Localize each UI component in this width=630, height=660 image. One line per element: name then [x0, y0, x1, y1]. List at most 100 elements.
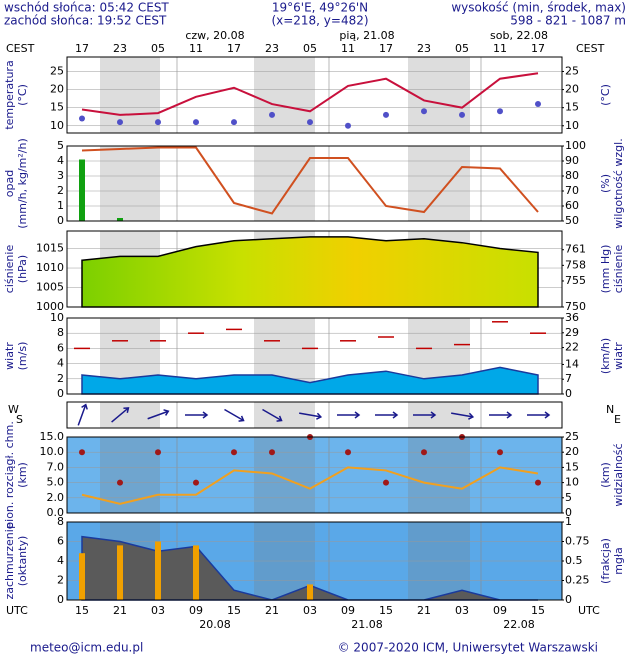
- utc-date: 21.08: [351, 618, 383, 631]
- y2-tick-label: 100: [565, 139, 586, 152]
- compass-label: E: [614, 413, 621, 426]
- y2-axis-label: (km/h): [599, 338, 612, 374]
- y2-tick-label: 0.5: [565, 554, 583, 567]
- bar: [79, 159, 85, 221]
- y2-tick-label: 10: [565, 476, 579, 489]
- cest-label: CEST: [576, 42, 605, 55]
- wind-arrow: [337, 411, 361, 419]
- y-axis-label: (hPa): [16, 255, 29, 283]
- y2-axis-label: (frakcja): [599, 538, 612, 584]
- dot: [345, 122, 351, 129]
- dot: [269, 111, 275, 118]
- y2-tick-label: 90: [565, 154, 579, 167]
- dot: [345, 449, 351, 456]
- y2-tick-label: 25: [565, 64, 579, 77]
- wind-arrow: [224, 408, 245, 422]
- y2-axis-label: (mm Hg): [599, 245, 612, 294]
- cest-label: CEST: [6, 42, 35, 55]
- y2-tick-label: 20: [565, 445, 579, 458]
- cest-tick-label: 11: [493, 42, 507, 55]
- night-band: [254, 402, 315, 428]
- y2-axis-label: mgła: [612, 547, 625, 575]
- night-band: [254, 437, 315, 513]
- y2-tick-label: 70: [565, 184, 579, 197]
- dot: [155, 449, 161, 456]
- cest-tick-label: 17: [75, 42, 89, 55]
- utc-tick-label: 03: [455, 604, 469, 617]
- cest-tick-label: 11: [189, 42, 203, 55]
- y-tick-label: 10: [50, 119, 64, 132]
- series-area: [81, 236, 539, 308]
- cest-date: sob, 22.08: [490, 29, 548, 42]
- y-tick-label: 5: [57, 139, 64, 152]
- arrow-shaft: [299, 412, 321, 418]
- wind-arrow: [111, 407, 130, 423]
- y-tick-label: 2: [57, 372, 64, 385]
- y-tick-label: 4: [57, 554, 64, 567]
- utc-date: 20.08: [199, 618, 231, 631]
- night-band: [100, 402, 160, 428]
- grid-point: (x=218, y=482): [271, 14, 368, 28]
- dot: [231, 119, 237, 126]
- utc-tick-label: 21: [265, 604, 279, 617]
- y-tick-label: 10.0: [40, 445, 65, 458]
- arrow-head: [506, 411, 513, 419]
- series-line: [81, 466, 539, 505]
- y2-tick-label: 10: [565, 119, 579, 132]
- y2-tick-label: 5: [565, 491, 572, 504]
- bar: [79, 553, 85, 600]
- utc-date: 22.08: [503, 618, 535, 631]
- panel-bg: [67, 402, 562, 428]
- sunset: zachód słońca: 19:52 CEST: [4, 14, 167, 28]
- y-axis-label: wiatr: [3, 342, 16, 370]
- y-tick-label: 8: [57, 326, 64, 339]
- y2-tick-label: 750: [565, 300, 586, 313]
- dot: [383, 479, 389, 486]
- bar: [155, 541, 161, 600]
- cest-tick-label: 17: [531, 42, 545, 55]
- y2-tick-label: 36: [565, 311, 579, 324]
- night-band: [254, 146, 315, 221]
- y-tick-label: 0: [57, 214, 64, 227]
- arrow-head: [316, 412, 323, 420]
- panel-frame: [66, 145, 563, 222]
- arrow-head: [238, 415, 245, 422]
- y-axis-label: zachmurzenie: [3, 522, 16, 599]
- arrow-shaft: [262, 408, 282, 422]
- y-tick-label: 0: [57, 387, 64, 400]
- y2-tick-label: 0.75: [565, 535, 590, 548]
- coordinates: 19°6'E, 49°26'N: [272, 1, 368, 15]
- y-tick-label: 2: [57, 574, 64, 587]
- y2-tick-label: 25: [565, 430, 579, 443]
- y2-tick-label: 15: [565, 460, 579, 473]
- y-tick-label: 4: [57, 154, 64, 167]
- wind-arrow: [299, 412, 323, 420]
- y2-axis-label: (°C): [599, 84, 612, 106]
- dot: [497, 449, 503, 456]
- arrow-head: [468, 412, 475, 420]
- utc-tick-label: 15: [379, 604, 393, 617]
- dot: [193, 119, 199, 126]
- wind-arrow: [77, 403, 88, 426]
- utc-label: UTC: [578, 604, 600, 617]
- y2-tick-label: 50: [565, 214, 579, 227]
- y2-tick-label: 758: [565, 258, 586, 271]
- y-tick-label: 7.0: [47, 460, 65, 473]
- y2-tick-label: 20: [565, 83, 579, 96]
- y-axis-label: opad: [3, 170, 16, 197]
- dot: [79, 449, 85, 456]
- utc-tick-label: 21: [417, 604, 431, 617]
- y-tick-label: 1: [57, 199, 64, 212]
- sunrise: wschód słońca: 05:42 CEST: [4, 1, 169, 15]
- compass-label: N: [606, 403, 614, 416]
- dot: [383, 111, 389, 118]
- y-tick-label: 5.0: [47, 476, 65, 489]
- y-tick-label: 1010: [36, 261, 64, 274]
- y2-tick-label: 29: [565, 326, 579, 339]
- y-tick-label: 6: [57, 341, 64, 354]
- wind-arrow: [527, 411, 551, 419]
- y-axis-label: (oktanty): [16, 536, 29, 587]
- arrow-head: [202, 411, 209, 419]
- y-axis-label: (km): [16, 462, 29, 488]
